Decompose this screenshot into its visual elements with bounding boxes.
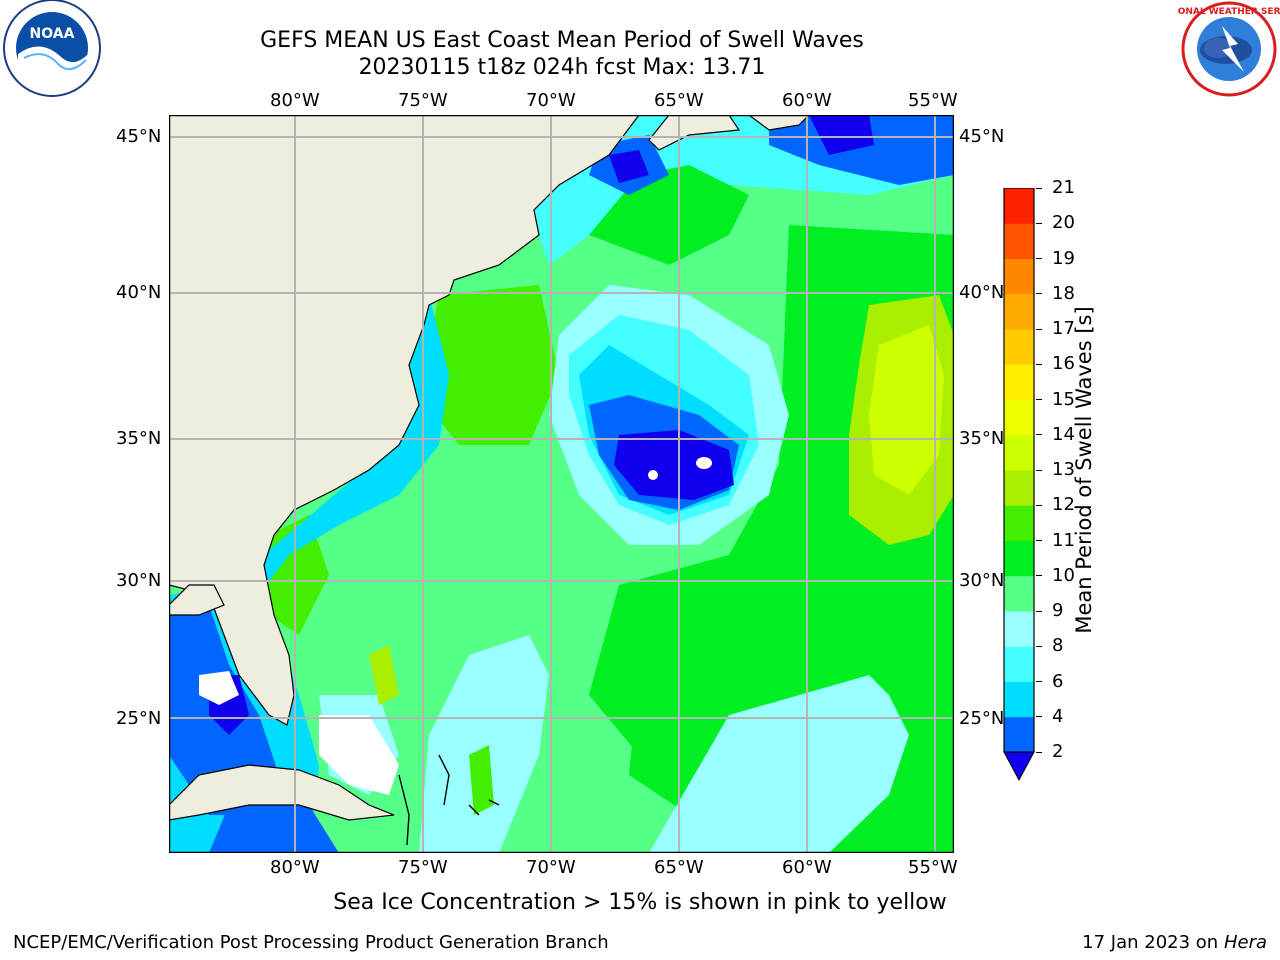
colorbar-tick-label: 8 xyxy=(1052,635,1064,657)
national-weather-service-logo: NATIONAL WEATHER SERVICE xyxy=(1178,1,1280,97)
lat-label-right: 30°N xyxy=(959,570,1005,591)
colorbar-tick-mark xyxy=(1036,645,1042,647)
colorbar-segment xyxy=(1004,611,1034,647)
lon-label-top: 65°W xyxy=(654,90,704,111)
colorbar-tick-mark xyxy=(1036,222,1042,224)
lon-label-top: 55°W xyxy=(908,90,958,111)
colorbar-segment xyxy=(1004,716,1034,753)
land-areas xyxy=(169,115,810,821)
colorbar-tick-label: 12 xyxy=(1052,494,1075,516)
colorbar-tick-label: 13 xyxy=(1052,459,1075,480)
colorbar-tick-label: 9 xyxy=(1052,600,1064,621)
lat-label-right: 45°N xyxy=(959,126,1005,147)
colorbar-segment xyxy=(1004,364,1034,400)
colorbar-tick-label: 16 xyxy=(1052,353,1075,375)
plot-title: GEFS MEAN US East Coast Mean Period of S… xyxy=(260,28,864,53)
colorbar-tick-label: 4 xyxy=(1052,705,1064,727)
map-frame xyxy=(169,115,954,853)
colorbar-tick-label: 10 xyxy=(1052,564,1075,586)
lat-label-right: 35°N xyxy=(959,428,1005,449)
lon-label-top: 70°W xyxy=(526,90,576,111)
colorbar-tick-mark xyxy=(1036,504,1042,506)
colorbar-tick-mark xyxy=(1036,681,1042,682)
colorbar-tick-label: 18 xyxy=(1052,282,1075,304)
colorbar-tick-label: 14 xyxy=(1052,423,1075,445)
colorbar-tick-mark xyxy=(1036,328,1042,330)
colorbar-tick-label: 11 xyxy=(1052,529,1075,551)
lon-label-bottom: 80°W xyxy=(270,857,320,878)
colorbar-tick-label: 6 xyxy=(1052,670,1064,692)
colorbar-tick-mark xyxy=(1036,540,1042,541)
colorbar-under-arrow xyxy=(1003,751,1035,782)
colorbar-segment xyxy=(1004,223,1034,259)
colorbar-tick-label: 2 xyxy=(1052,741,1064,762)
colorbar-label: Mean Period of Swell Waves [s] xyxy=(1072,306,1096,634)
map-panel xyxy=(169,115,954,853)
footer-credit: NCEP/EMC/Verification Post Processing Pr… xyxy=(13,932,609,953)
footer-date-text: 17 Jan 2023 on xyxy=(1082,932,1224,953)
lon-label-bottom: 55°W xyxy=(908,857,958,878)
colorbar-segment xyxy=(1004,681,1034,718)
sea-ice-note: Sea Ice Concentration > 15% is shown in … xyxy=(333,890,947,915)
colorbar-tick-mark xyxy=(1036,469,1042,471)
colorbar-segment xyxy=(1004,188,1034,224)
colorbar-segment xyxy=(1004,293,1034,330)
lat-label-left: 30°N xyxy=(116,570,162,591)
lat-label-left: 35°N xyxy=(116,428,162,449)
colorbar-tick-label: 17 xyxy=(1052,318,1075,339)
lon-label-top: 75°W xyxy=(398,90,448,111)
colorbar-segment xyxy=(1004,646,1034,682)
colorbar-tick-mark xyxy=(1036,575,1042,577)
lon-label-bottom: 65°W xyxy=(654,857,704,878)
plot-subtitle: 20230115 t18z 024h fcst Max: 13.71 xyxy=(358,55,766,80)
colorbar-tick-mark xyxy=(1036,610,1042,612)
lon-label-bottom: 60°W xyxy=(782,857,832,878)
lat-label-left: 40°N xyxy=(116,282,162,303)
footer-host: Hera xyxy=(1223,932,1267,953)
colorbar-tick-label: 15 xyxy=(1052,388,1075,410)
colorbar-tick-mark xyxy=(1036,716,1042,718)
colorbar-tick-mark xyxy=(1036,434,1042,436)
colorbar-segment xyxy=(1004,540,1034,577)
lat-label-left: 25°N xyxy=(116,708,162,729)
footer-date: 17 Jan 2023 on Hera xyxy=(1082,932,1267,953)
island-outlines xyxy=(398,754,500,846)
lat-label-left: 45°N xyxy=(116,126,162,147)
lat-label-right: 40°N xyxy=(959,282,1005,303)
colorbar-tick-mark xyxy=(1036,363,1042,365)
svg-text:NOAA: NOAA xyxy=(30,26,75,42)
noaa-logo: NOAA xyxy=(3,0,101,97)
colorbar xyxy=(1003,188,1035,782)
svg-text:NATIONAL WEATHER SERVICE: NATIONAL WEATHER SERVICE xyxy=(1178,7,1280,17)
colorbar-tick-mark xyxy=(1036,399,1042,400)
colorbar-segment xyxy=(1004,258,1034,295)
colorbar-tick-label: 20 xyxy=(1052,212,1075,234)
graticule xyxy=(169,115,954,853)
colorbar-tick-label: 21 xyxy=(1052,177,1075,198)
colorbar-tick-mark xyxy=(1036,258,1042,259)
colorbar-segment xyxy=(1004,575,1034,612)
lon-label-top: 60°W xyxy=(782,90,832,111)
lon-label-bottom: 75°W xyxy=(398,857,448,878)
colorbar-tick-mark xyxy=(1036,187,1042,189)
colorbar-segment xyxy=(1004,470,1034,506)
lat-label-right: 25°N xyxy=(959,708,1005,729)
colorbar-segment xyxy=(1004,329,1034,365)
colorbar-segment xyxy=(1004,505,1034,541)
colorbar-tick-label: 19 xyxy=(1052,247,1075,269)
colorbar-segment xyxy=(1004,399,1034,436)
colorbar-tick-mark xyxy=(1036,293,1042,295)
colorbar-frame xyxy=(1003,188,1035,753)
lon-label-bottom: 70°W xyxy=(526,857,576,878)
lon-label-top: 80°W xyxy=(270,90,320,111)
colorbar-segment xyxy=(1004,434,1034,471)
colorbar-tick-mark xyxy=(1036,751,1042,753)
swell-period-field xyxy=(169,115,954,853)
